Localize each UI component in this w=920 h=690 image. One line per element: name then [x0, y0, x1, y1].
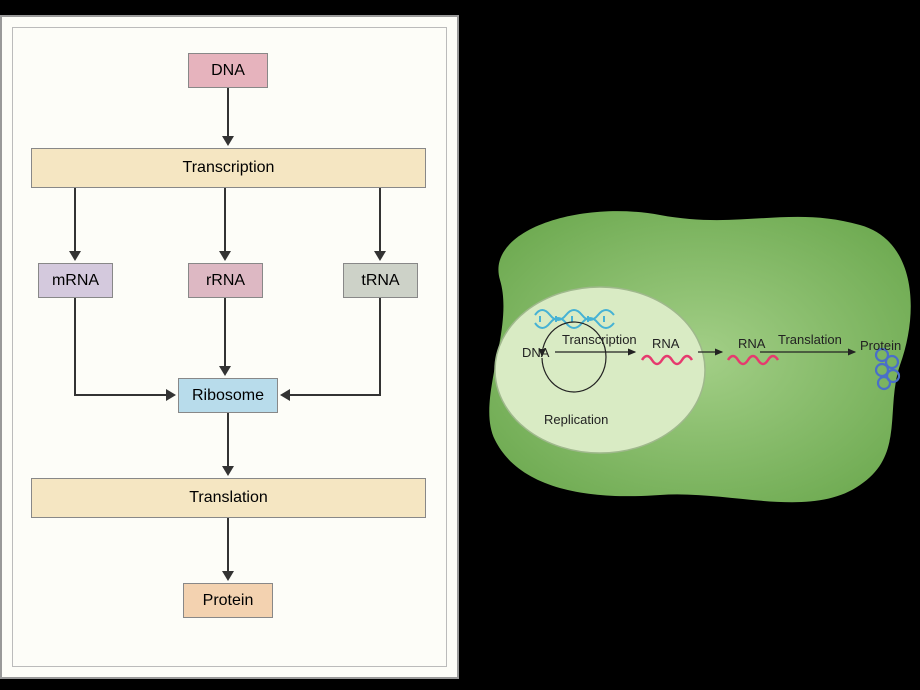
- arrow-head: [222, 466, 234, 476]
- cell-rna1-label: RNA: [652, 336, 679, 351]
- arrow-line: [224, 188, 226, 251]
- cell-transcription-label: Transcription: [562, 332, 637, 347]
- flowchart-inner: DNA Transcription mRNA rRNA tRNA: [12, 27, 447, 667]
- node-ribosome: Ribosome: [178, 378, 278, 413]
- cell-rna2-label: RNA: [738, 336, 765, 351]
- cell-protein-label: Protein: [860, 338, 901, 353]
- arrow-line: [74, 298, 76, 396]
- node-trna: tRNA: [343, 263, 418, 298]
- arrow-head: [69, 251, 81, 261]
- arrow-head: [222, 571, 234, 581]
- arrow-line: [290, 394, 381, 396]
- flowchart-panel: DNA Transcription mRNA rRNA tRNA: [0, 15, 459, 679]
- arrow-line: [227, 413, 229, 466]
- node-protein-label: Protein: [203, 592, 254, 610]
- arrow-head: [166, 389, 176, 401]
- node-mrna: mRNA: [38, 263, 113, 298]
- node-transcription-label: Transcription: [183, 159, 275, 177]
- node-mrna-label: mRNA: [52, 272, 99, 290]
- node-translation: Translation: [31, 478, 426, 518]
- node-transcription: Transcription: [31, 148, 426, 188]
- node-rrna: rRNA: [188, 263, 263, 298]
- cell-replication-label: Replication: [544, 412, 608, 427]
- cell-translation-label: Translation: [778, 332, 842, 347]
- arrow-head: [219, 366, 231, 376]
- arrow-line: [379, 298, 381, 396]
- arrow-head: [374, 251, 386, 261]
- arrow-line: [224, 298, 226, 366]
- arrow-line: [74, 188, 76, 251]
- node-protein: Protein: [183, 583, 273, 618]
- arrow-head: [219, 251, 231, 261]
- arrow-line: [379, 188, 381, 251]
- node-trna-label: tRNA: [361, 272, 399, 290]
- arrow-head: [280, 389, 290, 401]
- cell-dna-label: DNA: [522, 345, 549, 360]
- arrow-head: [222, 136, 234, 146]
- node-translation-label: Translation: [189, 489, 268, 507]
- node-dna: DNA: [188, 53, 268, 88]
- arrow-line: [227, 518, 229, 571]
- node-ribosome-label: Ribosome: [192, 387, 264, 405]
- cell-diagram: DNA Transcription RNA RNA Translation Pr…: [460, 190, 920, 520]
- node-dna-label: DNA: [211, 62, 245, 80]
- arrow-line: [74, 394, 166, 396]
- node-rrna-label: rRNA: [206, 272, 245, 290]
- arrow-line: [227, 88, 229, 136]
